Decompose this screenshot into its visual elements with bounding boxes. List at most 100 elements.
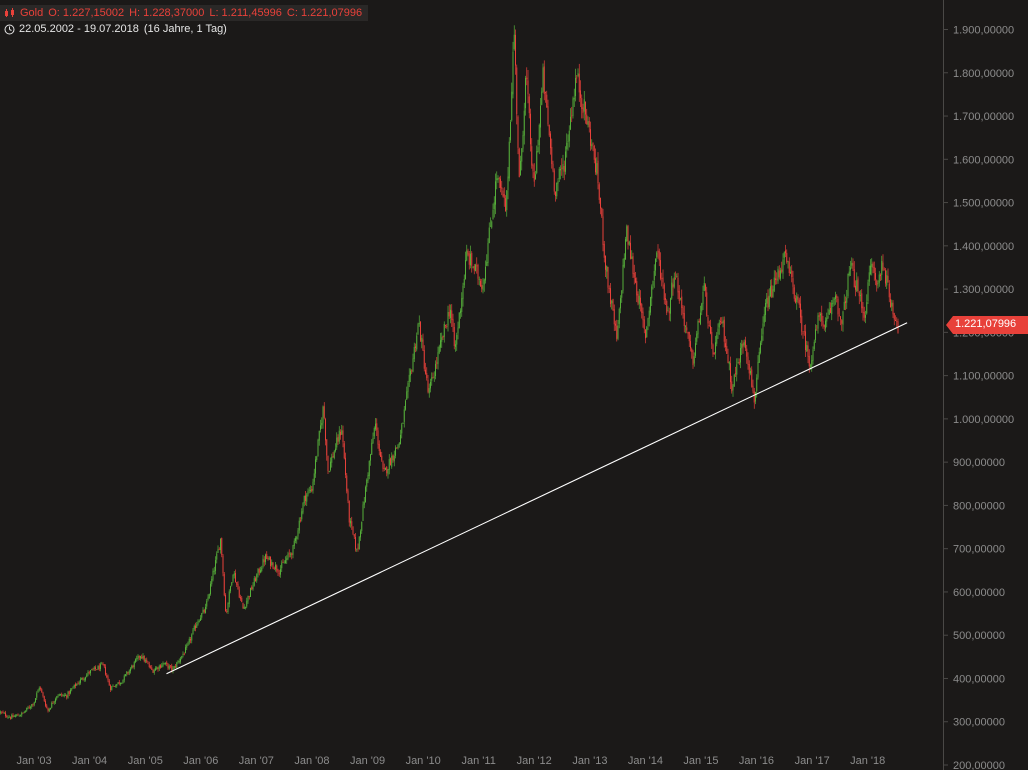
candle-body	[547, 106, 549, 125]
candle-body	[637, 294, 639, 303]
candle-body	[626, 226, 628, 241]
candle-body	[677, 277, 679, 293]
candle-body	[726, 346, 728, 354]
candle-body	[418, 322, 420, 325]
candle-body	[236, 582, 238, 585]
candle-body	[680, 298, 681, 300]
candle-body	[487, 243, 489, 263]
candle-body	[87, 671, 89, 675]
candle-body	[380, 451, 381, 457]
candle-body	[691, 348, 693, 352]
candle-body	[518, 148, 520, 178]
candle-body	[118, 682, 120, 684]
candle-body	[167, 663, 169, 669]
candle-body	[36, 693, 38, 698]
candle-body	[778, 270, 780, 278]
candle-body	[297, 530, 299, 537]
candle-body	[611, 300, 613, 304]
candle-body	[248, 596, 250, 597]
candle-body	[766, 297, 768, 304]
candle-body	[308, 489, 310, 491]
candle-body	[690, 341, 691, 349]
candle-body	[565, 151, 566, 172]
candle-body	[693, 356, 695, 364]
trendline[interactable]	[166, 322, 908, 675]
candle-body	[741, 343, 743, 349]
candle-body	[67, 691, 69, 698]
candle-body	[688, 331, 690, 342]
candle-body	[268, 557, 270, 560]
candle-body	[808, 355, 810, 367]
candle-body	[435, 363, 436, 376]
time-axis[interactable]: Jan '03 Jan '04 Jan '05 Jan '06 Jan '07 Jan '…	[17, 755, 886, 767]
candle-body	[628, 241, 630, 245]
candle-body	[111, 686, 113, 691]
candle-body	[878, 274, 880, 283]
candle-body	[30, 707, 31, 708]
candle-body	[31, 704, 33, 707]
candle-body	[216, 553, 218, 560]
candle-body	[658, 251, 660, 261]
candle-body	[592, 143, 594, 145]
candle-body	[883, 269, 885, 271]
candle-body	[582, 107, 584, 113]
candle-body	[832, 300, 834, 305]
candle-body	[391, 456, 393, 467]
candle-body	[666, 301, 668, 313]
candle-body	[448, 312, 450, 317]
candle-body	[282, 562, 284, 563]
candle-body	[331, 456, 333, 463]
candle-body	[5, 712, 6, 716]
candle-body	[765, 303, 766, 315]
candle-body	[623, 258, 625, 267]
candle-body	[486, 261, 488, 266]
candle-body	[258, 569, 260, 573]
candle-body	[188, 638, 190, 643]
candle-body	[562, 164, 564, 170]
candle-body	[513, 34, 515, 50]
candle-body	[136, 658, 138, 660]
candle-body	[661, 278, 663, 279]
candle-body	[603, 243, 605, 258]
candle-body	[110, 685, 111, 690]
candle-body	[162, 663, 164, 666]
candle-body	[662, 277, 664, 283]
candle-body	[415, 346, 416, 348]
candle-body	[225, 595, 226, 612]
candle-body	[267, 558, 269, 560]
candle-body	[686, 327, 688, 331]
candle-body	[197, 621, 199, 625]
candle-body	[616, 325, 618, 339]
candle-body	[647, 318, 649, 327]
candle-body	[598, 184, 600, 200]
candle-body	[585, 101, 586, 115]
candle-body	[138, 655, 140, 658]
candle-body	[122, 679, 124, 684]
candle-body	[877, 283, 879, 284]
candle-body	[483, 279, 485, 285]
candle-body	[576, 77, 578, 79]
candle-body	[21, 712, 23, 716]
candle-body	[596, 163, 598, 174]
x-tick-label: Jan '07	[239, 755, 274, 767]
x-tick-label: Jan '18	[850, 755, 885, 767]
candle-body	[617, 325, 619, 339]
candle-body	[166, 662, 168, 664]
candle-body	[108, 680, 110, 686]
candle-body	[457, 327, 459, 334]
candle-body	[492, 210, 494, 220]
price-axis[interactable]: 200,00000 300,00000 400,00000 500,00000 600,…	[943, 25, 1014, 770]
candle-body	[707, 317, 709, 324]
candle-body	[632, 256, 634, 275]
candle-body	[472, 267, 474, 269]
candle-body	[126, 671, 128, 674]
candle-body	[347, 490, 349, 501]
candle-body	[353, 534, 355, 537]
candle-body	[291, 553, 293, 556]
candle-body	[851, 262, 853, 266]
candle-body	[412, 358, 414, 372]
candle-body	[400, 434, 401, 445]
candle-body	[636, 281, 638, 296]
candle-body	[802, 332, 804, 334]
